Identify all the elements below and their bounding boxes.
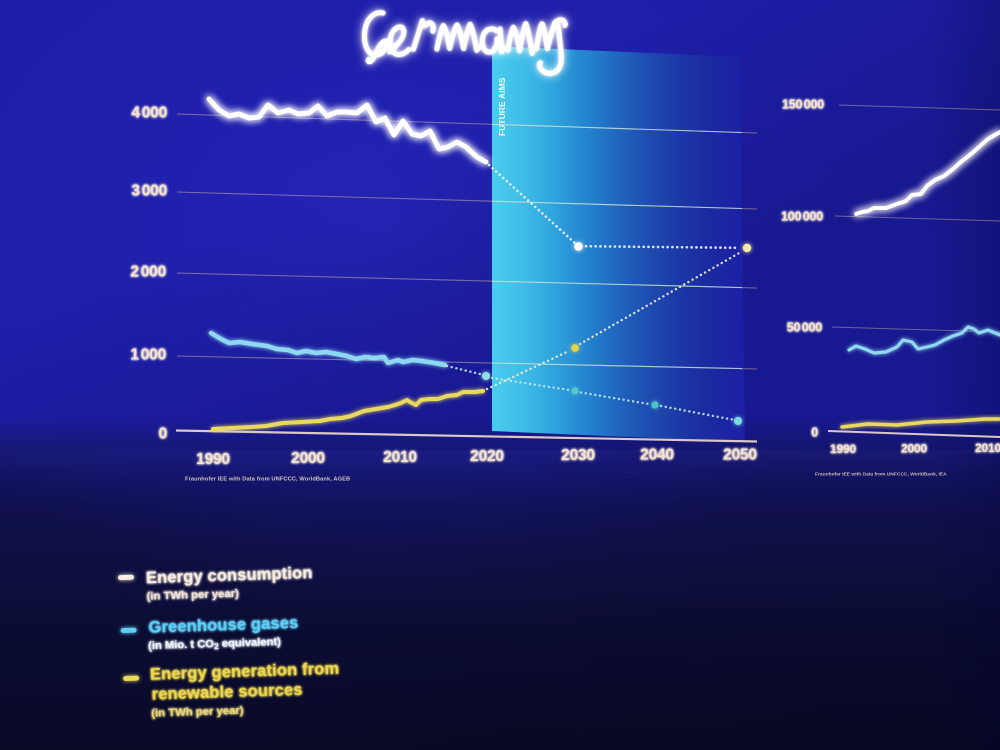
svg-text:2030: 2030 [561,447,595,464]
svg-text:2010: 2010 [383,449,417,466]
svg-text:(in Mio. t CO2 equivalent): (in Mio. t CO2 equivalent) [148,636,281,653]
svg-text:Fraunhofer IEE with Data from: Fraunhofer IEE with Data from UNFCCC, Wo… [815,472,947,478]
svg-text:0: 0 [811,426,818,440]
svg-text:Fraunhofer IEE with Data from: Fraunhofer IEE with Data from UNFCCC, Wo… [185,477,350,483]
svg-text:FUTURE AIMS: FUTURE AIMS [497,77,507,136]
svg-text:2020: 2020 [470,448,504,465]
svg-text:2000: 2000 [130,264,166,281]
svg-text:Energy generation from: Energy generation from [150,660,340,684]
svg-text:renewable sources: renewable sources [151,681,302,704]
svg-text:2040: 2040 [640,447,674,464]
svg-text:(in TWh per year): (in TWh per year) [151,705,244,720]
svg-text:2000: 2000 [901,442,927,456]
svg-text:(in TWh per year): (in TWh per year) [146,588,239,603]
svg-text:Greenhouse gases: Greenhouse gases [148,614,298,637]
svg-text:0: 0 [159,426,167,443]
svg-text:2050: 2050 [723,447,757,464]
svg-text:2000: 2000 [291,450,325,467]
svg-text:Energy consumption: Energy consumption [146,564,313,587]
svg-text:1990: 1990 [830,442,856,456]
svg-text:2010: 2010 [975,441,1000,455]
svg-text:1990: 1990 [196,451,230,468]
